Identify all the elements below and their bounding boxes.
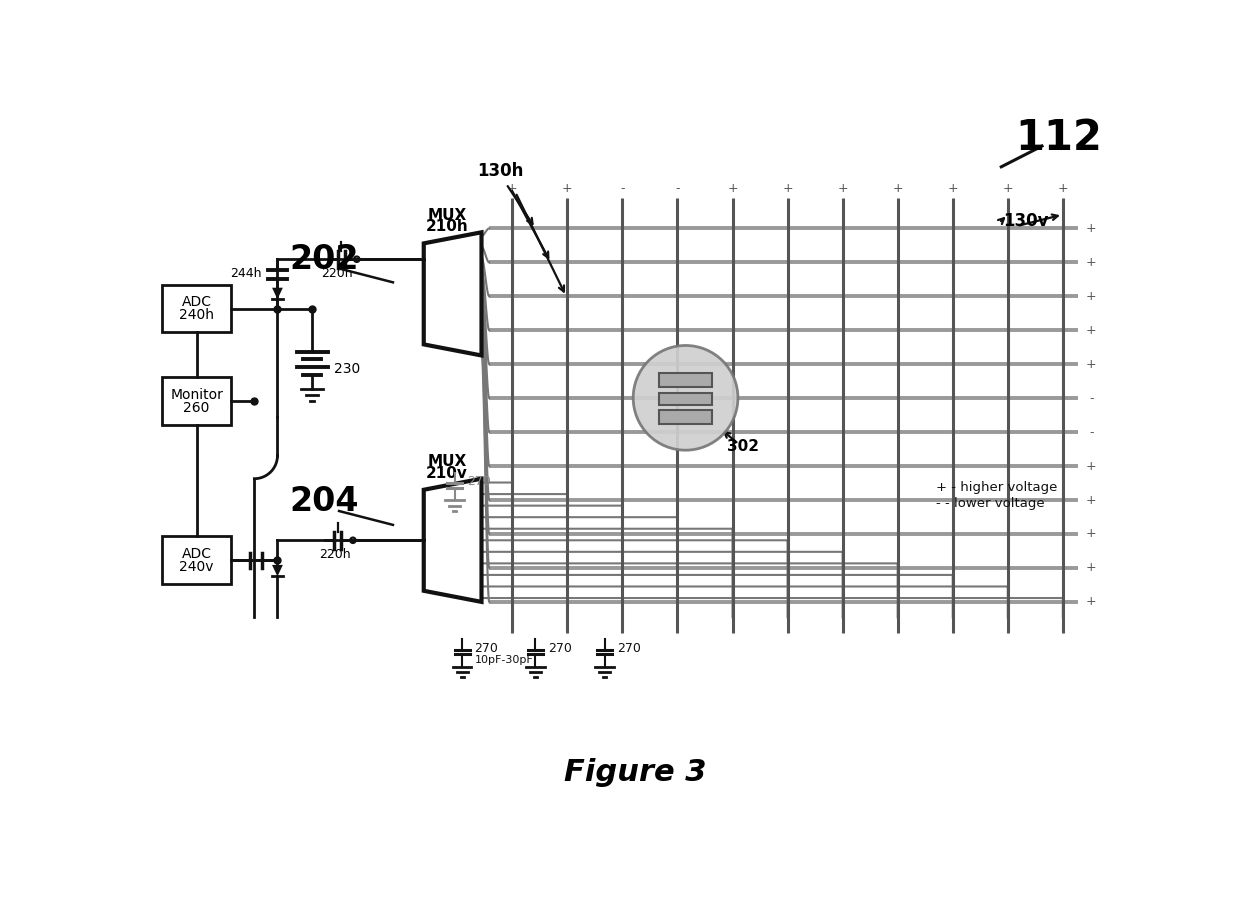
Text: -: - <box>1089 425 1094 439</box>
Text: 240h: 240h <box>179 308 215 323</box>
Text: +: + <box>893 182 903 195</box>
Text: MUX: MUX <box>428 454 466 469</box>
Text: - - lower voltage: - - lower voltage <box>936 497 1044 510</box>
Text: +: + <box>1058 182 1068 195</box>
Text: 130h: 130h <box>477 162 525 180</box>
Text: + - higher voltage: + - higher voltage <box>936 482 1058 494</box>
Text: 270: 270 <box>618 642 641 654</box>
Text: 302: 302 <box>728 439 759 454</box>
Text: +: + <box>562 182 573 195</box>
Text: -: - <box>1089 392 1094 405</box>
Text: 202: 202 <box>289 243 358 275</box>
Text: 260: 260 <box>184 401 210 415</box>
Text: MUX: MUX <box>428 208 466 223</box>
Text: 230: 230 <box>334 362 360 375</box>
Bar <box>162 377 231 425</box>
Text: +: + <box>1086 527 1096 541</box>
Text: ADC: ADC <box>181 547 212 561</box>
Text: Monitor: Monitor <box>170 388 223 402</box>
Text: +: + <box>1086 595 1096 608</box>
Bar <box>660 374 712 387</box>
Text: +: + <box>1086 222 1096 235</box>
Text: +: + <box>947 182 959 195</box>
Text: +: + <box>727 182 738 195</box>
Polygon shape <box>272 288 283 299</box>
Polygon shape <box>272 564 283 576</box>
Text: 220h: 220h <box>321 266 352 280</box>
Text: 270: 270 <box>475 642 498 654</box>
Text: +: + <box>782 182 792 195</box>
Text: -: - <box>676 182 680 195</box>
Bar <box>660 394 712 405</box>
Text: +: + <box>1002 182 1013 195</box>
Text: +: + <box>1086 255 1096 269</box>
Text: +: + <box>837 182 848 195</box>
Text: 130v: 130v <box>1003 212 1049 230</box>
Text: 112: 112 <box>1016 117 1102 159</box>
Text: 244h: 244h <box>231 266 262 280</box>
Text: 270: 270 <box>467 475 491 488</box>
Text: 220h: 220h <box>320 547 351 561</box>
Text: Figure 3: Figure 3 <box>564 758 707 787</box>
Text: 210v: 210v <box>425 465 467 481</box>
Text: 240v: 240v <box>180 560 213 574</box>
Text: 204: 204 <box>289 485 358 518</box>
Text: +: + <box>1086 290 1096 303</box>
Text: -: - <box>620 182 625 195</box>
Text: +: + <box>1086 358 1096 371</box>
Text: +: + <box>1086 324 1096 336</box>
Bar <box>162 285 231 333</box>
Text: +: + <box>507 182 517 195</box>
Text: 10pF-30pF: 10pF-30pF <box>475 655 533 665</box>
Text: +: + <box>1086 562 1096 574</box>
Bar <box>162 536 231 584</box>
Text: +: + <box>1086 460 1096 473</box>
Text: 210h: 210h <box>425 219 469 235</box>
Text: 270: 270 <box>548 642 572 654</box>
Circle shape <box>634 345 738 450</box>
Text: ADC: ADC <box>181 295 212 309</box>
Text: +: + <box>1086 494 1096 506</box>
Bar <box>660 410 712 424</box>
